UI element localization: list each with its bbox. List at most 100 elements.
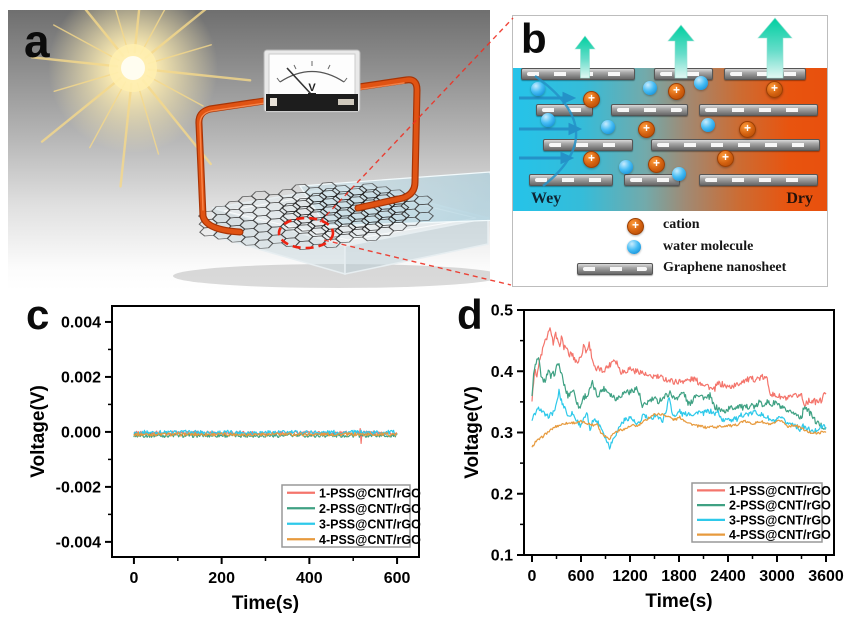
y-axis-title: Voltage(V) <box>28 385 49 478</box>
sun-ray <box>107 10 130 54</box>
sun-ray <box>133 10 147 54</box>
chart-d: 0 600 1200 1800 2400 3000 3600 0.5 0.4 0.3 0.2 0.1 T… <box>430 292 852 617</box>
cation-icon: + <box>648 156 665 173</box>
chart-c: 0 200 400 600 0.004 0.002 0.000 -0.002 -0.004 Tim… <box>0 292 430 617</box>
x-tick-label: 2400 <box>710 568 746 585</box>
x-tick-label: 1800 <box>661 568 697 585</box>
x-axis-title: Time(s) <box>232 593 299 614</box>
voltmeter: V <box>263 49 361 113</box>
graphene-nanosheet-icon <box>624 174 680 186</box>
sun-ray <box>147 44 212 65</box>
water-molecule-icon <box>601 120 615 134</box>
sun-ray <box>53 24 120 62</box>
y-tick-label: 0.1 <box>491 548 513 565</box>
x-tick-label: 600 <box>384 570 411 587</box>
legend-cation-label: cation <box>663 217 700 232</box>
y-tick-label: -0.004 <box>56 534 101 551</box>
chart-c-canvas: 0 200 400 600 0.004 0.002 0.000 -0.002 -0.004 Tim… <box>28 305 421 614</box>
cation-icon: + <box>583 151 600 168</box>
panel-a-label: a <box>24 15 50 67</box>
panel-b-schematic: + + + + + + + + Wey Dry + cation water molecule… <box>512 15 828 287</box>
water-molecule-icon <box>619 160 633 174</box>
y-tick-label: -0.002 <box>56 479 101 496</box>
cation-icon: + <box>739 121 756 138</box>
x-axis-title: Time(s) <box>645 591 712 612</box>
water-molecule-icon <box>541 113 555 127</box>
sun-ray <box>146 74 204 107</box>
legend-box <box>281 484 411 548</box>
series-line-1-PSS@CNT/rGO <box>531 327 827 407</box>
x-tick-label: 3600 <box>808 568 844 585</box>
meter-needle <box>286 67 312 95</box>
legend-box <box>691 482 823 543</box>
x-tick-label: 200 <box>208 570 235 587</box>
graphene-nanosheet-icon <box>577 263 653 275</box>
sun-ray <box>53 71 119 93</box>
sample-highlight-circle <box>277 216 335 250</box>
cation-icon: + <box>627 218 644 235</box>
sun-ray <box>69 10 125 57</box>
sun-ray <box>89 81 127 149</box>
panel-b-label: b <box>521 15 547 62</box>
panel-d-label: d <box>457 291 483 338</box>
y-tick-label: 0.3 <box>491 425 513 442</box>
series-line-2-PSS@CNT/rGO <box>531 357 827 430</box>
panel-c-label: c <box>26 291 50 338</box>
x-tick-label: 400 <box>296 570 323 587</box>
y-tick-label: 0.004 <box>61 314 101 331</box>
legend-entry-label: 2-PSS@CNT/rGO <box>729 499 831 513</box>
wet-side-label: Wey <box>531 190 562 207</box>
water-molecule-icon <box>643 81 657 95</box>
water-molecule-icon <box>694 76 708 90</box>
water-molecule-icon <box>627 240 641 254</box>
dry-side-label: Dry <box>786 190 813 207</box>
series-line-4-PSS@CNT/rGO <box>133 432 398 437</box>
y-axis-title: Voltage(V) <box>462 386 483 479</box>
x-tick-label: 1200 <box>612 568 648 585</box>
graphene-nanosheet-icon <box>521 68 635 80</box>
sun-ray <box>30 56 119 68</box>
legend-entry-label: 4-PSS@CNT/rGO <box>319 533 421 547</box>
sun-ray <box>136 82 160 155</box>
cation-icon: + <box>766 81 783 98</box>
meter-unit-label: V <box>308 82 316 94</box>
legend-entry-label: 3-PSS@CNT/rGO <box>319 517 421 531</box>
panel-a-scene: V <box>8 10 490 290</box>
legend-entry-label: 3-PSS@CNT/rGO <box>729 513 831 527</box>
graphene-nanosheet-icon <box>724 68 806 80</box>
graphene-nanosheet-icon <box>611 104 688 116</box>
x-tick-label: 3000 <box>759 568 795 585</box>
sun-icon <box>30 10 252 188</box>
cation-icon: + <box>717 150 734 167</box>
x-tick-label: 0 <box>528 568 537 585</box>
sun-ray <box>147 68 252 82</box>
legend-entry-label: 4-PSS@CNT/rGO <box>729 528 831 542</box>
legend-entry-label: 1-PSS@CNT/rGO <box>729 484 831 498</box>
graphene-nanosheet-icon <box>529 174 613 186</box>
cation-icon: + <box>638 121 655 138</box>
y-tick-label: 0.2 <box>491 486 513 503</box>
series-line-2-PSS@CNT/rGO <box>133 432 398 438</box>
legend-entry-label: 1-PSS@CNT/rGO <box>319 486 421 500</box>
y-tick-label: 0.5 <box>491 303 513 320</box>
cation-icon: + <box>583 91 600 108</box>
series-line-4-PSS@CNT/rGO <box>531 412 827 448</box>
water-molecule-icon <box>701 118 715 132</box>
sun-ray <box>144 10 227 60</box>
sun-ray <box>40 76 122 143</box>
graphene-nanosheet-icon <box>543 139 633 151</box>
y-tick-label: 0.4 <box>491 364 513 381</box>
y-tick-label: 0.002 <box>61 369 101 386</box>
graphene-nanosheet-icon <box>699 174 818 186</box>
x-tick-label: 600 <box>568 568 595 585</box>
legend-water-label: water molecule <box>663 239 754 254</box>
water-molecule-icon <box>531 82 545 96</box>
cation-icon: + <box>668 83 685 100</box>
legend-graphene-label: Graphene nanosheet <box>663 260 787 275</box>
water-molecule-icon <box>672 167 686 181</box>
y-tick-label: 0.000 <box>61 424 101 441</box>
sun-ray <box>119 82 133 188</box>
graphene-nanosheet-icon <box>651 139 820 151</box>
sun-ray <box>139 10 166 55</box>
